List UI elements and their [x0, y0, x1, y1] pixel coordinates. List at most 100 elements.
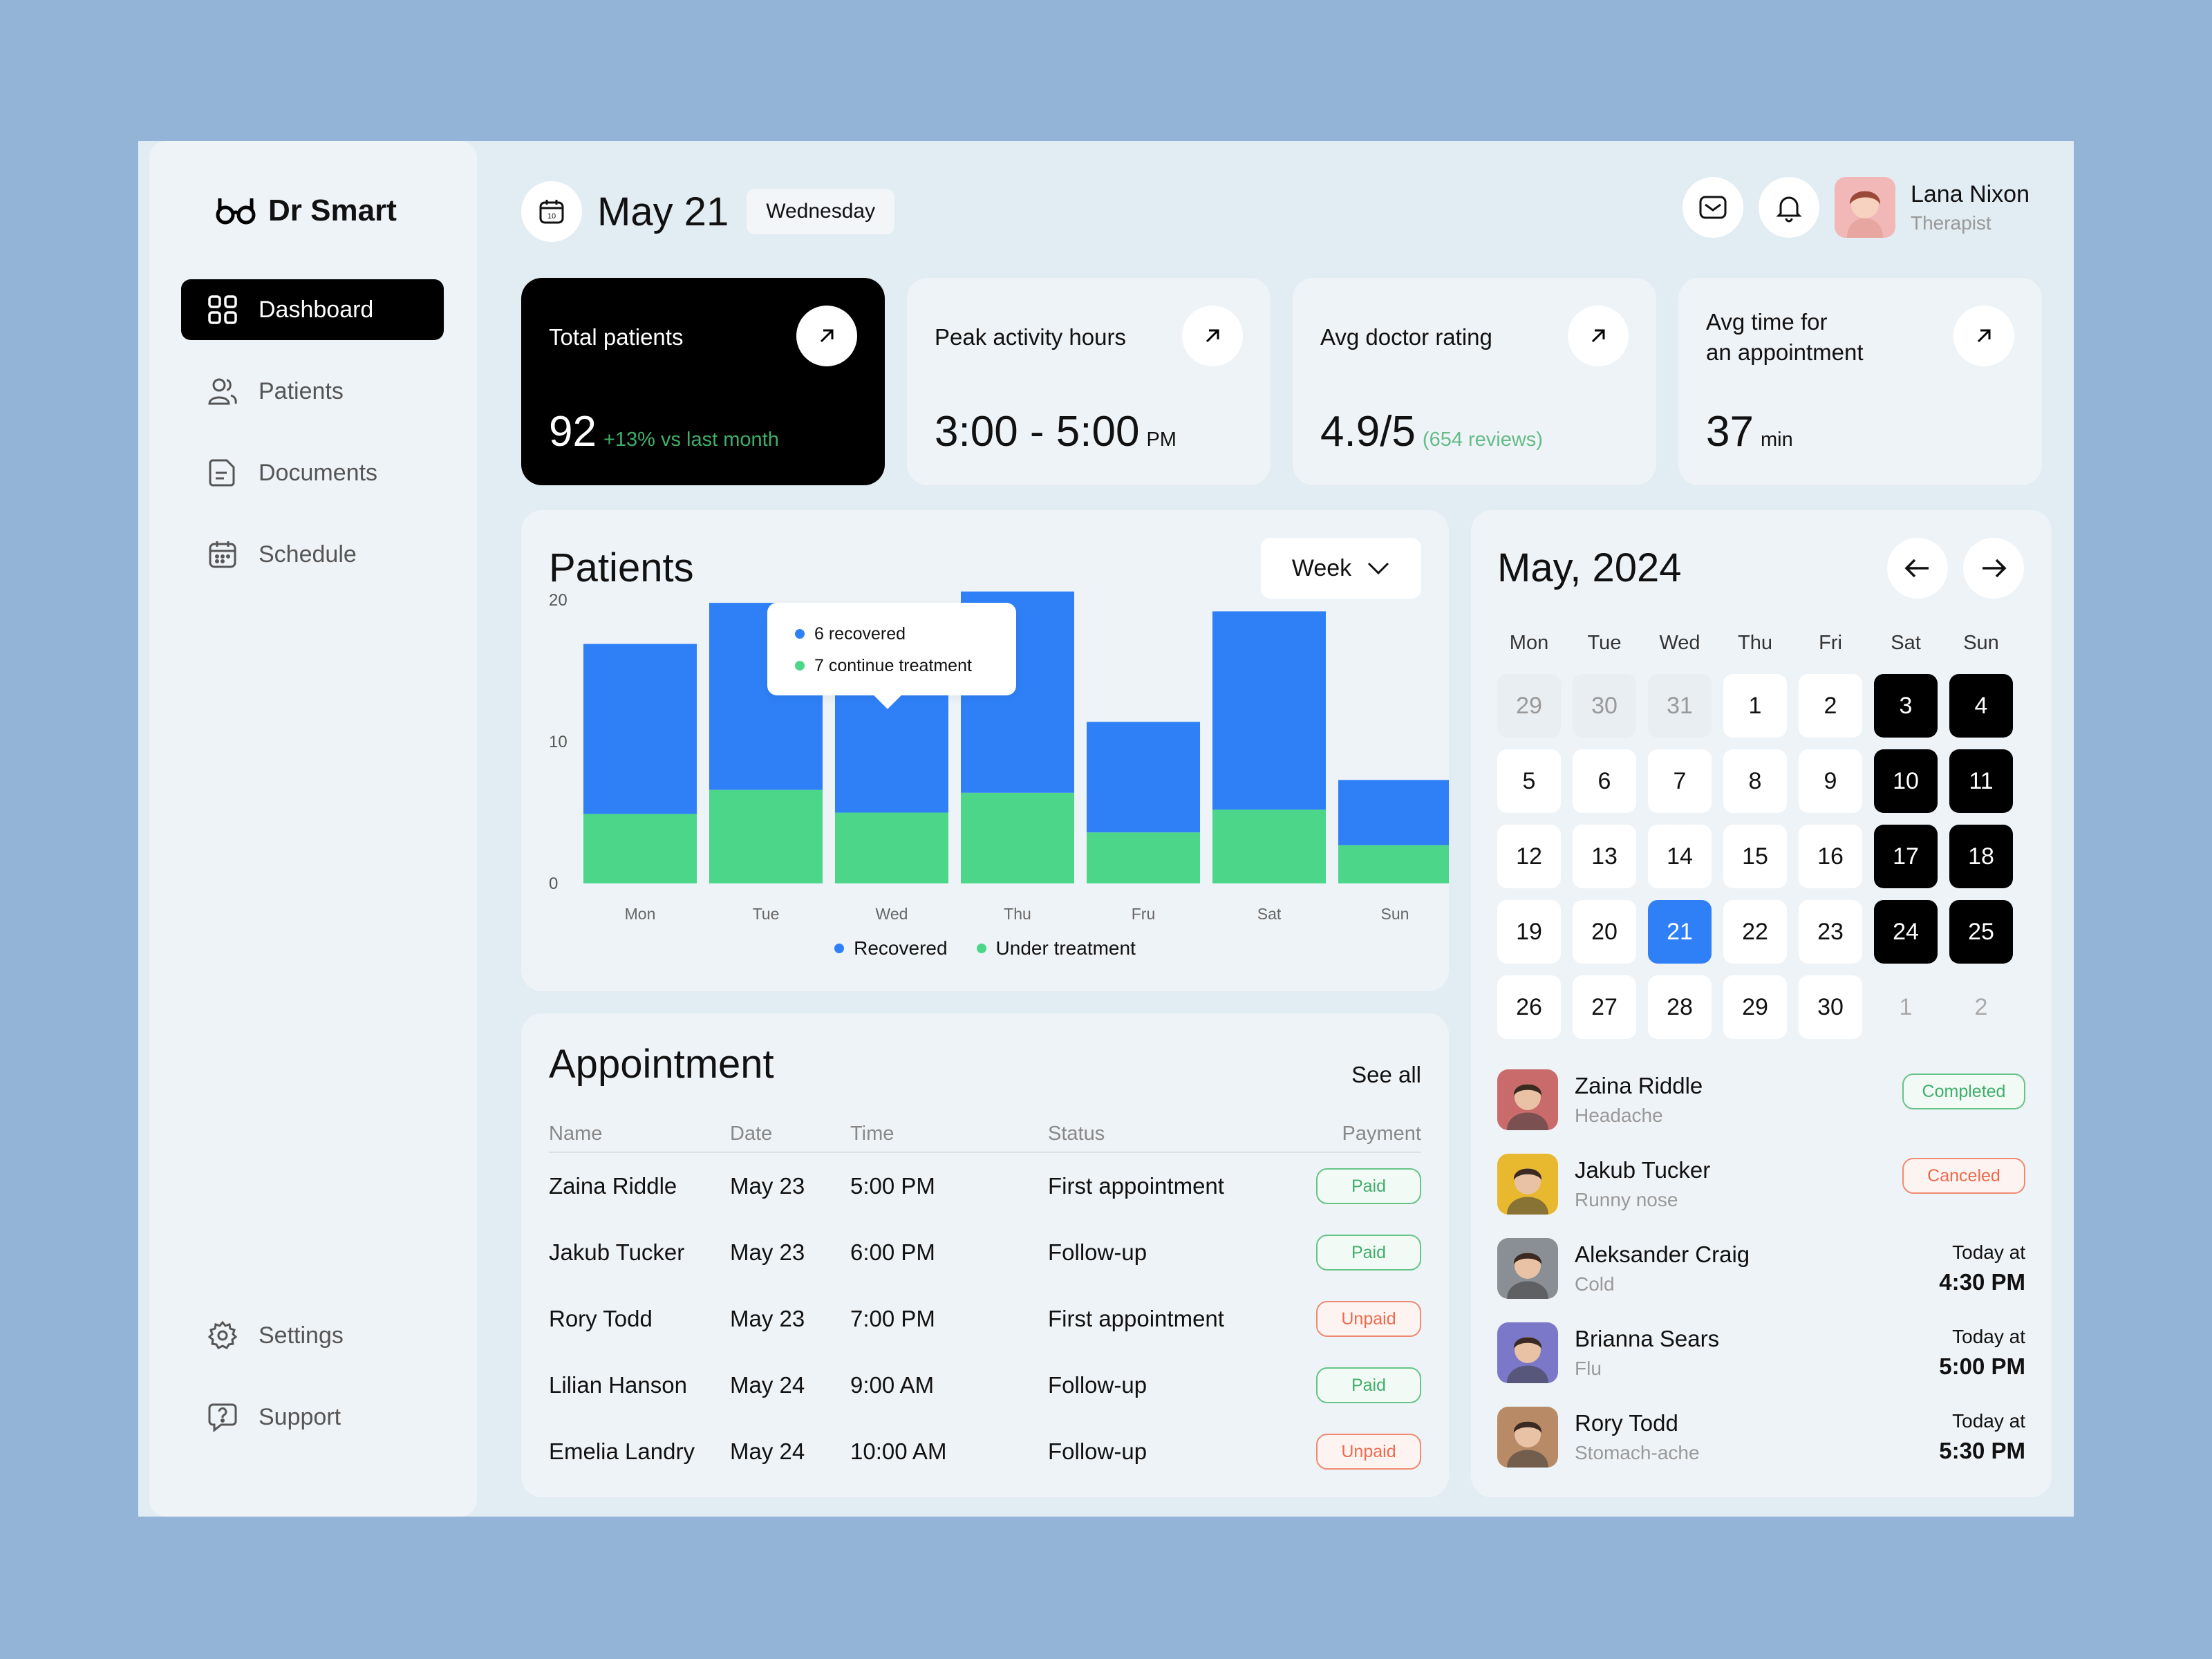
prev-month-button[interactable]	[1887, 538, 1948, 599]
calendar-day[interactable]: 8	[1723, 749, 1787, 813]
brand-name: Dr Smart	[268, 194, 397, 227]
calendar-day[interactable]: 6	[1573, 749, 1636, 813]
nav-support[interactable]: Support	[181, 1387, 444, 1447]
nav-schedule[interactable]: Schedule	[181, 524, 444, 585]
calendar-day[interactable]: 15	[1723, 825, 1787, 888]
open-stat-button[interactable]	[796, 306, 857, 366]
nav-dashboard[interactable]: Dashboard	[181, 279, 444, 340]
bar-under-treatment[interactable]	[1087, 832, 1200, 883]
open-stat-button[interactable]	[1953, 306, 2014, 366]
calendar-day[interactable]: 20	[1573, 900, 1636, 964]
user-avatar[interactable]	[1834, 177, 1895, 238]
bar-under-treatment[interactable]	[709, 789, 823, 883]
calendar-day[interactable]: 19	[1497, 900, 1561, 964]
table-header: Name Date Time Status Payment	[549, 1116, 1421, 1153]
table-row[interactable]: Jakub Tucker May 23 6:00 PM Follow-up Paid	[549, 1219, 1421, 1286]
calendar-day[interactable]: 10	[1874, 749, 1938, 813]
calendar-day[interactable]: 5	[1497, 749, 1561, 813]
table-row[interactable]: Zaina Riddle May 23 5:00 PM First appointme…	[549, 1153, 1421, 1219]
calendar-day[interactable]: 24	[1874, 900, 1938, 964]
table-row[interactable]: Rory Todd May 23 7:00 PM First appointment U…	[549, 1286, 1421, 1352]
col-time[interactable]: Time	[850, 1122, 894, 1145]
calendar-day[interactable]: 27	[1573, 975, 1636, 1039]
open-stat-button[interactable]	[1568, 306, 1629, 366]
calendar-day[interactable]: 14	[1648, 825, 1712, 888]
visit-item[interactable]: Zaina Riddle Headache Completed	[1497, 1058, 2025, 1142]
calendar-icon	[207, 539, 238, 570]
bar-under-treatment[interactable]	[1212, 809, 1326, 883]
calendar-day[interactable]: 30	[1573, 674, 1636, 738]
calendar-day[interactable]: 16	[1799, 825, 1862, 888]
calendar-day[interactable]: 18	[1949, 825, 2013, 888]
calendar-day[interactable]: 17	[1874, 825, 1938, 888]
nav-settings[interactable]: Settings	[181, 1305, 444, 1366]
bar-recovered[interactable]	[1212, 611, 1326, 810]
row-date: May 23	[730, 1239, 805, 1265]
table-row[interactable]: Emelia Landry May 24 10:00 AM Follow-up Unpa…	[549, 1418, 1421, 1485]
date-picker-button[interactable]: 10	[521, 181, 582, 242]
calendar-day[interactable]: 29	[1723, 975, 1787, 1039]
calendar-day[interactable]: 3	[1874, 674, 1938, 738]
avatar	[1497, 1407, 1558, 1468]
stat-card-avg-time[interactable]: Avg time for an appointment 37 min	[1678, 278, 2042, 485]
bar-under-treatment[interactable]	[835, 812, 948, 884]
visit-item[interactable]: Brianna Sears Flu Today at 5:00 PM	[1497, 1311, 2025, 1395]
calendar-day[interactable]: 7	[1648, 749, 1712, 813]
arrow-up-right-icon	[1591, 329, 1605, 343]
logo[interactable]: Dr Smart	[216, 194, 397, 228]
calendar-day[interactable]: 2	[1799, 674, 1862, 738]
calendar-day[interactable]: 2	[1949, 975, 2013, 1039]
calendar-day[interactable]: 22	[1723, 900, 1787, 964]
calendar-day[interactable]: 25	[1949, 900, 2013, 964]
visit-time: 5:30 PM	[1939, 1438, 2025, 1463]
legend-dot	[834, 944, 845, 953]
nav-documents[interactable]: Documents	[181, 442, 444, 503]
calendar-day[interactable]: 26	[1497, 975, 1561, 1039]
calendar-day[interactable]: 1	[1874, 975, 1938, 1039]
table-row[interactable]: Lilian Hanson May 24 9:00 AM Follow-up Paid	[549, 1352, 1421, 1418]
stat-card-peak-hours[interactable]: Peak activity hours 3:00 - 5:00 PM	[907, 278, 1271, 485]
weekday-badge: Wednesday	[747, 189, 895, 234]
bar-recovered[interactable]	[1087, 722, 1200, 833]
stat-reviews: (654 reviews)	[1422, 429, 1543, 451]
nav-patients[interactable]: Patients	[181, 361, 444, 422]
bar-recovered[interactable]	[583, 644, 697, 814]
stat-card-total-patients[interactable]: Total patients 92 +13% vs last month	[521, 278, 885, 485]
bar-recovered[interactable]	[1338, 780, 1449, 845]
col-payment[interactable]: Payment	[1342, 1122, 1421, 1145]
calendar-day[interactable]: 21	[1648, 900, 1712, 964]
range-select[interactable]: Week	[1261, 538, 1421, 599]
bar-under-treatment[interactable]	[961, 792, 1074, 883]
see-all-link[interactable]: See all	[1351, 1062, 1421, 1087]
next-month-button[interactable]	[1963, 538, 2024, 599]
bar-under-treatment[interactable]	[1338, 845, 1449, 883]
row-name: Emelia Landry	[549, 1438, 695, 1464]
calendar-day[interactable]: 12	[1497, 825, 1561, 888]
calendar-day[interactable]: 31	[1648, 674, 1712, 738]
x-tick-label: Thu	[1004, 905, 1031, 923]
arrow-up-right-icon	[1206, 329, 1219, 343]
col-date[interactable]: Date	[730, 1122, 773, 1145]
calendar-day[interactable]: 11	[1949, 749, 2013, 813]
calendar-day[interactable]: 28	[1648, 975, 1712, 1039]
appointment-title: Appointment	[549, 1042, 774, 1087]
col-name[interactable]: Name	[549, 1122, 603, 1145]
stat-card-doctor-rating[interactable]: Avg doctor rating 4.9/5 (654 reviews)	[1293, 278, 1656, 485]
visit-item[interactable]: Aleksander Craig Cold Today at 4:30 PM	[1497, 1226, 2025, 1311]
calendar-day[interactable]: 23	[1799, 900, 1862, 964]
user-info[interactable]: Lana Nixon Therapist	[1911, 181, 2030, 234]
calendar-day[interactable]: 9	[1799, 749, 1862, 813]
visit-item[interactable]: Rory Todd Stomach-ache Today at 5:30 PM	[1497, 1395, 2025, 1479]
calendar-day[interactable]: 30	[1799, 975, 1862, 1039]
calendar-day[interactable]: 4	[1949, 674, 2013, 738]
calendar-day[interactable]: 13	[1573, 825, 1636, 888]
col-status[interactable]: Status	[1048, 1122, 1105, 1145]
calendar-day[interactable]: 1	[1723, 674, 1787, 738]
visit-item[interactable]: Jakub Tucker Runny nose Canceled	[1497, 1142, 2025, 1226]
row-date: May 23	[730, 1306, 805, 1331]
messages-button[interactable]	[1682, 177, 1743, 238]
notifications-button[interactable]	[1758, 177, 1819, 238]
open-stat-button[interactable]	[1182, 306, 1243, 366]
bar-under-treatment[interactable]	[583, 814, 697, 883]
calendar-day[interactable]: 29	[1497, 674, 1561, 738]
